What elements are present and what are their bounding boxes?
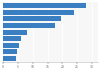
Bar — [3, 23, 55, 28]
Bar — [3, 30, 27, 35]
Bar — [3, 36, 22, 41]
Bar — [3, 3, 86, 8]
Bar — [3, 56, 16, 61]
Bar — [3, 10, 74, 15]
Bar — [3, 16, 61, 21]
Bar — [3, 49, 17, 54]
Bar — [3, 43, 19, 48]
